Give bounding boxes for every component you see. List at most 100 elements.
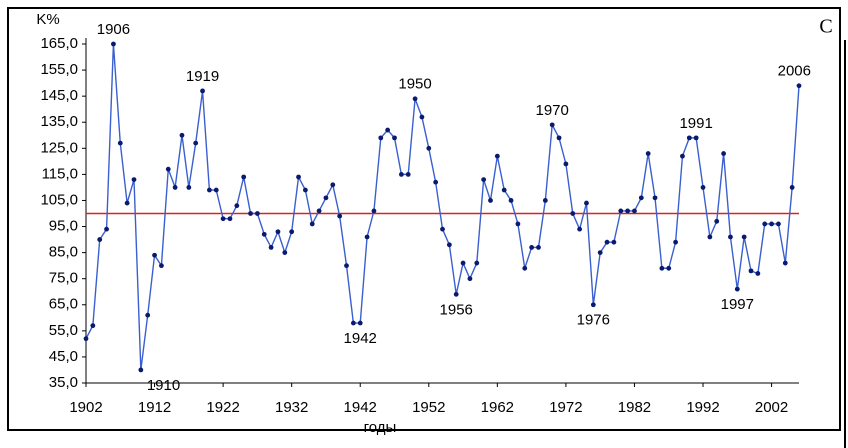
data-point [186,185,192,190]
data-point [241,174,247,180]
data-line [85,43,800,371]
data-point [234,203,240,209]
data-point [282,250,288,256]
data-point [433,179,439,185]
x-tick-label: 2002 [755,399,788,416]
data-point [680,153,685,159]
data-point [700,185,706,190]
data-point [426,145,432,151]
data-point [529,245,535,250]
data-point [728,234,733,240]
annotation: 1976 [577,312,610,329]
data-point [412,96,418,102]
data-point [302,187,308,193]
y-tick-label: 45,0 [49,348,78,365]
x-tick-label: 1902 [69,399,102,416]
data-point [549,122,555,128]
annotation: 2006 [778,63,811,80]
data-point [385,127,391,133]
data-point [152,252,157,258]
data-point [515,221,521,227]
y-tick-label: 35,0 [49,374,78,391]
data-point [440,226,445,232]
data-point [618,208,624,214]
x-tick-label: 1932 [275,399,308,416]
y-tick-label: 155,0 [40,61,78,78]
data-point [590,302,596,308]
data-point [350,320,356,326]
annotation: 1950 [398,76,431,93]
data-point [145,312,151,318]
data-point [213,187,219,193]
data-point [227,216,233,222]
data-point [789,185,795,190]
data-point [755,271,761,276]
data-point [392,135,397,141]
data-point [782,260,788,266]
frame [7,7,841,431]
x-tick-label: 1972 [549,399,582,416]
data-point [474,260,480,266]
data-point [721,151,726,156]
data-point [659,265,665,271]
annotation: 1910 [147,377,180,394]
data-point [508,198,514,203]
data-point [296,174,301,180]
data-point [522,265,528,271]
y-axis-label: K% [36,11,59,28]
data-point [769,221,774,227]
annotation: 1942 [344,330,377,347]
data-point [111,41,116,47]
data-point [632,208,637,214]
data-point [344,263,349,269]
data-point [364,234,370,240]
data-point [796,83,802,89]
data-point [309,221,315,227]
y-tick-label: 55,0 [49,322,78,339]
data-point [275,229,281,235]
x-tick-label: 1962 [481,399,514,416]
y-tick-label: 75,0 [49,270,78,287]
data-point [604,239,610,245]
annotation: 1956 [440,301,473,318]
data-point [316,208,322,214]
y-tick-label: 65,0 [49,296,78,313]
data-point [90,323,96,329]
data-point [138,367,144,373]
data-point [248,211,253,216]
data-point [460,260,466,266]
data-point [165,166,171,172]
data-point [179,132,185,138]
y-tick-label: 145,0 [40,87,78,104]
data-point [652,195,658,201]
annotation: 1906 [97,21,130,38]
x-tick-label: 1912 [138,399,171,416]
data-point [337,213,343,219]
data-point [556,135,562,141]
data-point [200,88,205,94]
data-point [207,187,212,193]
data-point [638,195,644,201]
data-point [131,177,137,183]
x-tick-label: 1942 [344,399,377,416]
data-point [268,245,274,250]
data-point [501,187,507,193]
data-point [481,177,487,183]
data-point [289,229,295,235]
data-point [193,140,199,146]
data-point [776,221,781,227]
y-tick-label: 165,0 [40,35,78,52]
x-axis-label: годы [364,419,397,436]
data-point [124,200,130,206]
data-point [419,114,425,120]
y-tick-label: 95,0 [49,218,78,235]
data-point [220,216,226,222]
data-point [762,221,768,227]
data-point [117,140,123,146]
data-point [467,276,473,282]
data-point [159,263,164,269]
data-point [172,185,178,190]
data-point [536,245,541,250]
data-point [714,218,720,224]
